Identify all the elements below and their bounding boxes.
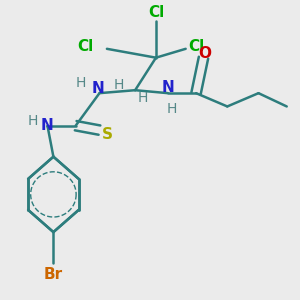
Text: H: H (166, 102, 177, 116)
Text: N: N (162, 80, 175, 95)
Text: Cl: Cl (148, 5, 164, 20)
Text: N: N (92, 81, 104, 96)
Text: S: S (101, 127, 112, 142)
Text: N: N (40, 118, 53, 133)
Text: H: H (27, 114, 38, 128)
Text: H: H (76, 76, 86, 90)
Text: Br: Br (44, 267, 63, 282)
Text: Cl: Cl (189, 39, 205, 54)
Text: O: O (199, 46, 212, 61)
Text: H: H (114, 78, 124, 92)
Text: H: H (138, 91, 148, 105)
Text: Cl: Cl (77, 39, 94, 54)
